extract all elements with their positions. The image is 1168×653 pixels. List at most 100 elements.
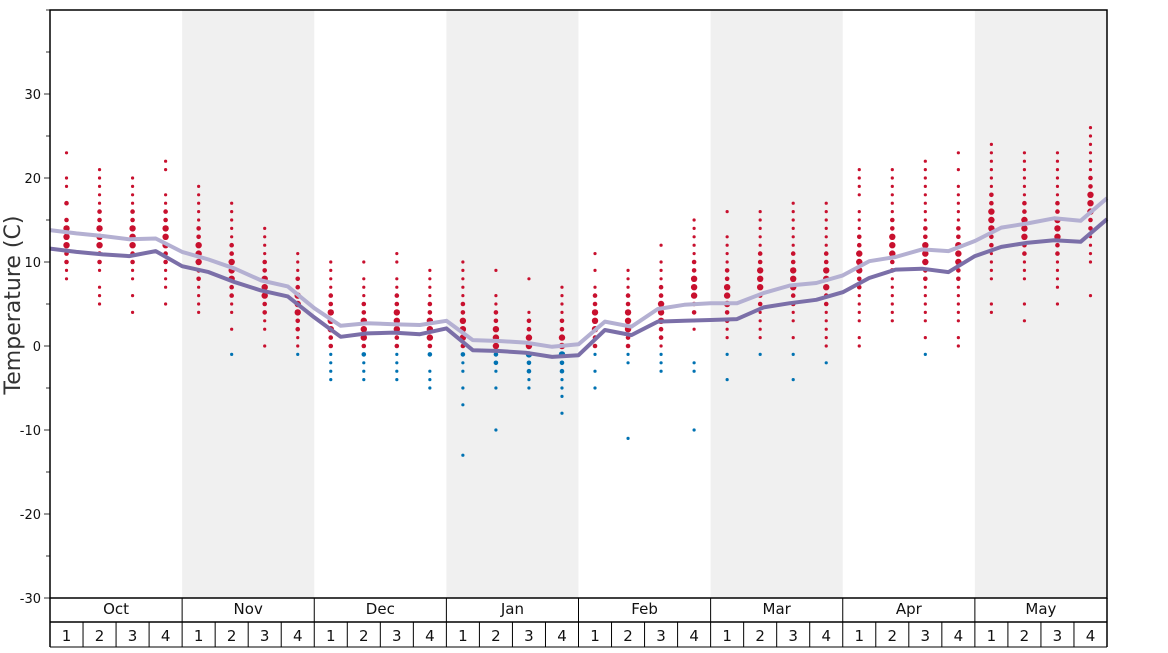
temp-point-above-zero: [626, 268, 630, 272]
temp-point-below-zero: [362, 361, 366, 365]
temp-point-above-zero: [461, 285, 465, 289]
temp-point-above-zero: [658, 284, 664, 290]
temp-point-above-zero: [328, 301, 334, 307]
temp-point-above-zero: [989, 168, 993, 172]
temp-point-above-zero: [1088, 217, 1093, 223]
temp-point-above-zero: [691, 310, 697, 315]
temp-point-above-zero: [1088, 134, 1093, 138]
temp-point-above-zero: [1088, 151, 1093, 155]
temp-point-above-zero: [790, 275, 797, 282]
temp-point-above-zero: [956, 201, 960, 205]
temp-point-above-zero: [890, 210, 894, 214]
temp-point-above-zero: [823, 259, 829, 265]
temp-point-below-zero: [362, 369, 366, 373]
temp-point-above-zero: [791, 319, 795, 323]
temp-point-below-zero: [461, 369, 465, 373]
temp-point-above-zero: [956, 184, 960, 188]
temp-point-below-zero: [461, 453, 465, 457]
temp-point-above-zero: [97, 184, 102, 188]
temp-point-above-zero: [956, 210, 960, 214]
temp-point-above-zero: [362, 285, 366, 289]
temp-point-above-zero: [428, 294, 432, 298]
temp-point-above-zero: [823, 301, 829, 307]
temp-point-above-zero: [1055, 159, 1060, 163]
temp-point-above-zero: [130, 209, 135, 214]
week-label: 2: [755, 627, 765, 645]
week-label: 4: [821, 627, 831, 645]
week-label: 1: [62, 627, 72, 645]
week-label: 4: [161, 627, 171, 645]
temp-point-above-zero: [857, 176, 861, 180]
temp-point-above-zero: [890, 277, 894, 281]
temp-point-above-zero: [394, 343, 400, 349]
temp-point-above-zero: [956, 344, 960, 348]
temp-point-below-zero: [395, 361, 399, 365]
temp-point-above-zero: [692, 218, 696, 222]
temp-point-below-zero: [428, 378, 432, 382]
temp-point-above-zero: [659, 243, 663, 247]
temp-point-above-zero: [956, 302, 960, 306]
temp-point-below-zero: [626, 436, 630, 440]
temp-point-above-zero: [955, 250, 962, 257]
temp-point-above-zero: [362, 277, 366, 281]
temp-point-above-zero: [791, 243, 795, 247]
temp-point-above-zero: [428, 285, 432, 289]
temp-point-above-zero: [956, 310, 960, 314]
temp-point-above-zero: [1055, 200, 1060, 206]
temp-point-above-zero: [1088, 175, 1093, 181]
temp-point-above-zero: [329, 260, 333, 264]
temp-point-above-zero: [97, 193, 102, 197]
temp-point-above-zero: [64, 176, 69, 180]
temp-point-above-zero: [130, 294, 135, 298]
temp-point-above-zero: [395, 285, 399, 289]
month-shade-may: [974, 10, 1107, 598]
temp-point-below-zero: [395, 352, 399, 356]
temp-point-above-zero: [988, 208, 995, 215]
temp-point-above-zero: [725, 327, 729, 331]
temp-point-above-zero: [923, 234, 928, 240]
temp-point-above-zero: [162, 225, 169, 232]
temp-point-above-zero: [890, 168, 894, 172]
temp-point-above-zero: [758, 243, 762, 247]
temp-point-above-zero: [724, 268, 730, 273]
y-tick-label: -30: [20, 592, 41, 607]
temp-point-above-zero: [756, 275, 764, 282]
temp-point-below-zero: [395, 369, 399, 373]
temp-point-above-zero: [1088, 184, 1093, 189]
week-label: 2: [491, 627, 501, 645]
week-label: 3: [260, 627, 270, 645]
temp-point-below-zero: [593, 386, 597, 390]
temp-point-above-zero: [725, 243, 729, 247]
temp-point-above-zero: [97, 176, 102, 180]
month-label: Nov: [234, 600, 263, 618]
temp-point-above-zero: [890, 319, 894, 323]
temp-point-above-zero: [64, 151, 69, 155]
temp-point-above-zero: [724, 276, 730, 282]
temp-point-below-zero: [559, 368, 565, 374]
temp-point-above-zero: [1022, 159, 1027, 163]
temp-point-above-zero: [890, 176, 894, 180]
temp-point-above-zero: [97, 294, 102, 298]
temp-point-above-zero: [197, 201, 201, 205]
temp-point-above-zero: [692, 327, 696, 331]
temp-point-above-zero: [97, 217, 102, 223]
temp-point-above-zero: [923, 336, 927, 340]
temp-point-above-zero: [890, 310, 894, 314]
temp-point-below-zero: [725, 352, 729, 356]
temp-point-above-zero: [164, 285, 168, 289]
temp-point-above-zero: [989, 142, 993, 146]
lower-line: [49, 217, 1109, 359]
week-label: 3: [921, 627, 931, 645]
temp-point-above-zero: [230, 218, 234, 222]
temp-point-above-zero: [857, 193, 861, 197]
temp-point-above-zero: [857, 344, 861, 348]
temp-point-above-zero: [230, 210, 234, 214]
temp-point-below-zero: [791, 352, 795, 356]
temp-point-above-zero: [593, 252, 597, 256]
temp-point-above-zero: [361, 301, 367, 307]
temp-point-below-zero: [560, 378, 564, 382]
temp-point-above-zero: [659, 260, 663, 264]
temp-point-above-zero: [197, 210, 201, 214]
temp-point-above-zero: [956, 285, 960, 289]
